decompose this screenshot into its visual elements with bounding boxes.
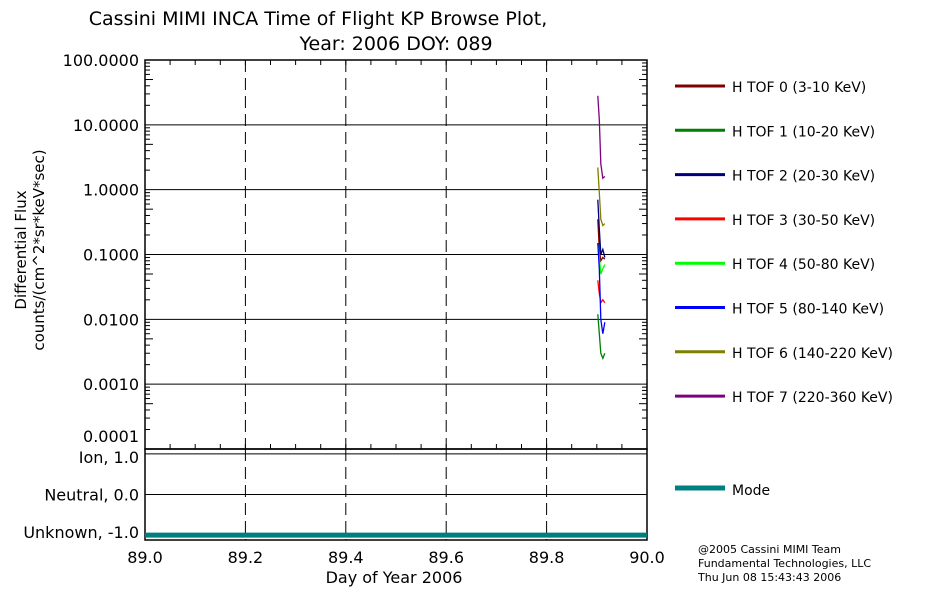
- credit-line-3: Thu Jun 08 15:43:43 2006: [697, 571, 841, 584]
- credit-line-2: Fundamental Technologies, LLC: [698, 557, 871, 570]
- y-tick-label: 0.0001: [83, 427, 139, 446]
- chart-title: Cassini MIMI INCA Time of Flight KP Brow…: [89, 8, 548, 30]
- series-line-tof-0: [597, 219, 606, 263]
- legend-label-tof-1: H TOF 1 (10-20 KeV): [732, 124, 875, 140]
- plot-frame-bottom: [144, 448, 648, 541]
- legend-label-tof-2: H TOF 2 (20-30 KeV): [732, 169, 875, 185]
- x-axis-label: Day of Year 2006: [326, 568, 463, 587]
- y-tick-label: 1.0000: [83, 181, 139, 200]
- y-tick-label: Unknown, -1.0: [23, 523, 139, 542]
- series-line-tof-6: [597, 167, 606, 227]
- legend-label-mode: Mode: [732, 483, 770, 499]
- y-tick-label: 100.0000: [63, 51, 139, 70]
- y-axis-label-1: Differential Flux: [12, 190, 30, 309]
- y-tick-label: Ion, 1.0: [79, 448, 139, 467]
- series-line-tof-1: [597, 314, 606, 361]
- y-tick-label: Neutral, 0.0: [44, 486, 139, 505]
- chart-subtitle: Year: 2006 DOY: 089: [298, 33, 492, 55]
- series-line-tof-2: [597, 199, 606, 258]
- series-line-tof-3: [597, 280, 606, 305]
- legend-label-tof-4: H TOF 4 (50-80 KeV): [732, 257, 875, 273]
- x-tick-label: 90.0: [629, 548, 665, 567]
- legend-label-tof-0: H TOF 0 (3-10 KeV): [732, 80, 866, 96]
- x-tick-label: 89.0: [127, 548, 163, 567]
- y-axis-label-2: counts/(cm^2*sr*keV*sec): [30, 149, 48, 350]
- series-line-tof-5: [597, 243, 606, 334]
- credit-line-1: @2005 Cassini MIMI Team: [698, 543, 841, 556]
- legend-label-tof-5: H TOF 5 (80-140 KeV): [732, 302, 884, 318]
- x-tick-label: 89.4: [328, 548, 364, 567]
- y-tick-label: 10.0000: [73, 116, 139, 135]
- y-tick-label: 0.0100: [83, 310, 139, 329]
- legend-label-tof-7: H TOF 7 (220-360 KeV): [732, 390, 893, 406]
- x-tick-label: 89.2: [228, 548, 264, 567]
- legend-label-tof-6: H TOF 6 (140-220 KeV): [732, 346, 893, 362]
- legend-label-tof-3: H TOF 3 (30-50 KeV): [732, 213, 875, 229]
- series-line-tof-7: [597, 95, 606, 180]
- x-tick-label: 89.8: [529, 548, 565, 567]
- x-tick-label: 89.6: [428, 548, 464, 567]
- y-tick-label: 0.1000: [83, 246, 139, 265]
- y-tick-label: 0.0010: [83, 375, 139, 394]
